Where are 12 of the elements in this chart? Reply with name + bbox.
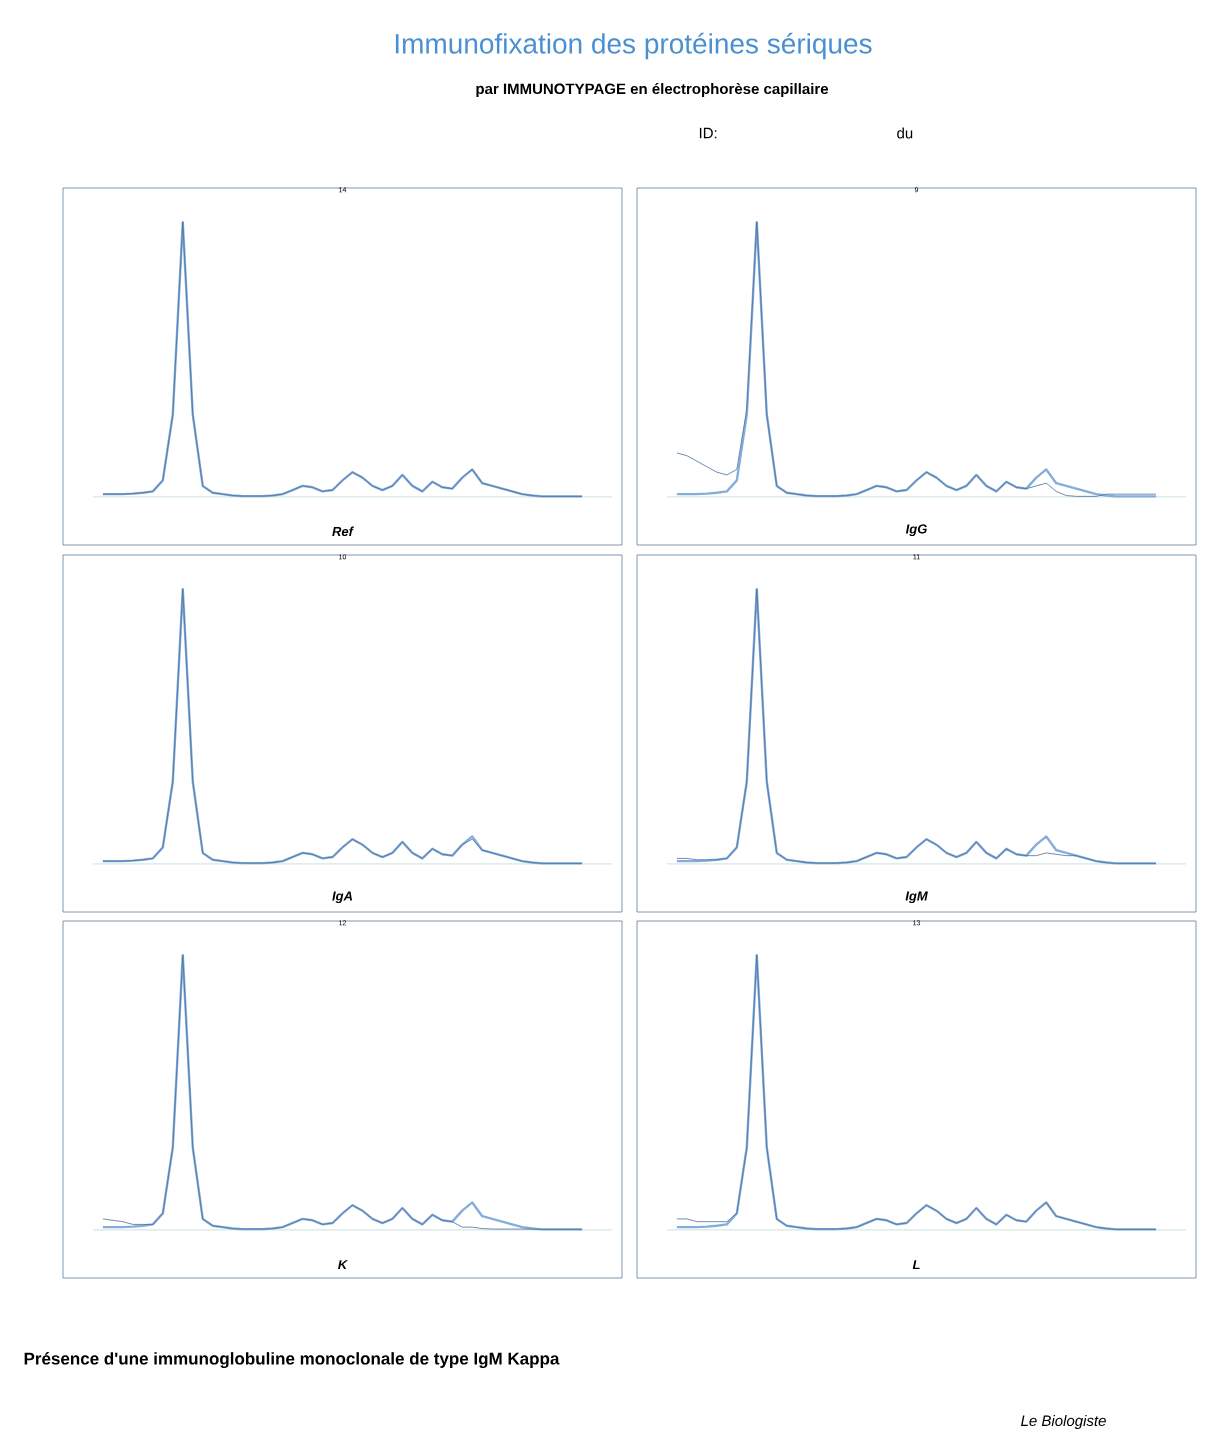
x-axis-title: IgG bbox=[905, 524, 927, 537]
x-axis-title: K bbox=[338, 1260, 348, 1270]
text: par IMMUNOTYPAGE en électrophorèse capillaire bbox=[476, 82, 829, 98]
text: Immunofixation des protéines sériques bbox=[395, 32, 872, 60]
text: Présence d'une immunoglobuline monoclonale de type IgM Kappa bbox=[24, 1351, 560, 1369]
text: ID: bbox=[699, 127, 717, 139]
x-axis-title: L bbox=[912, 1260, 920, 1270]
text: Le Biologiste bbox=[1021, 1415, 1106, 1429]
x-axis-title: IgM bbox=[905, 891, 928, 904]
x-axis-title: Ref bbox=[332, 526, 355, 537]
text: du bbox=[897, 127, 913, 139]
x-axis-title: IgA bbox=[332, 891, 353, 904]
